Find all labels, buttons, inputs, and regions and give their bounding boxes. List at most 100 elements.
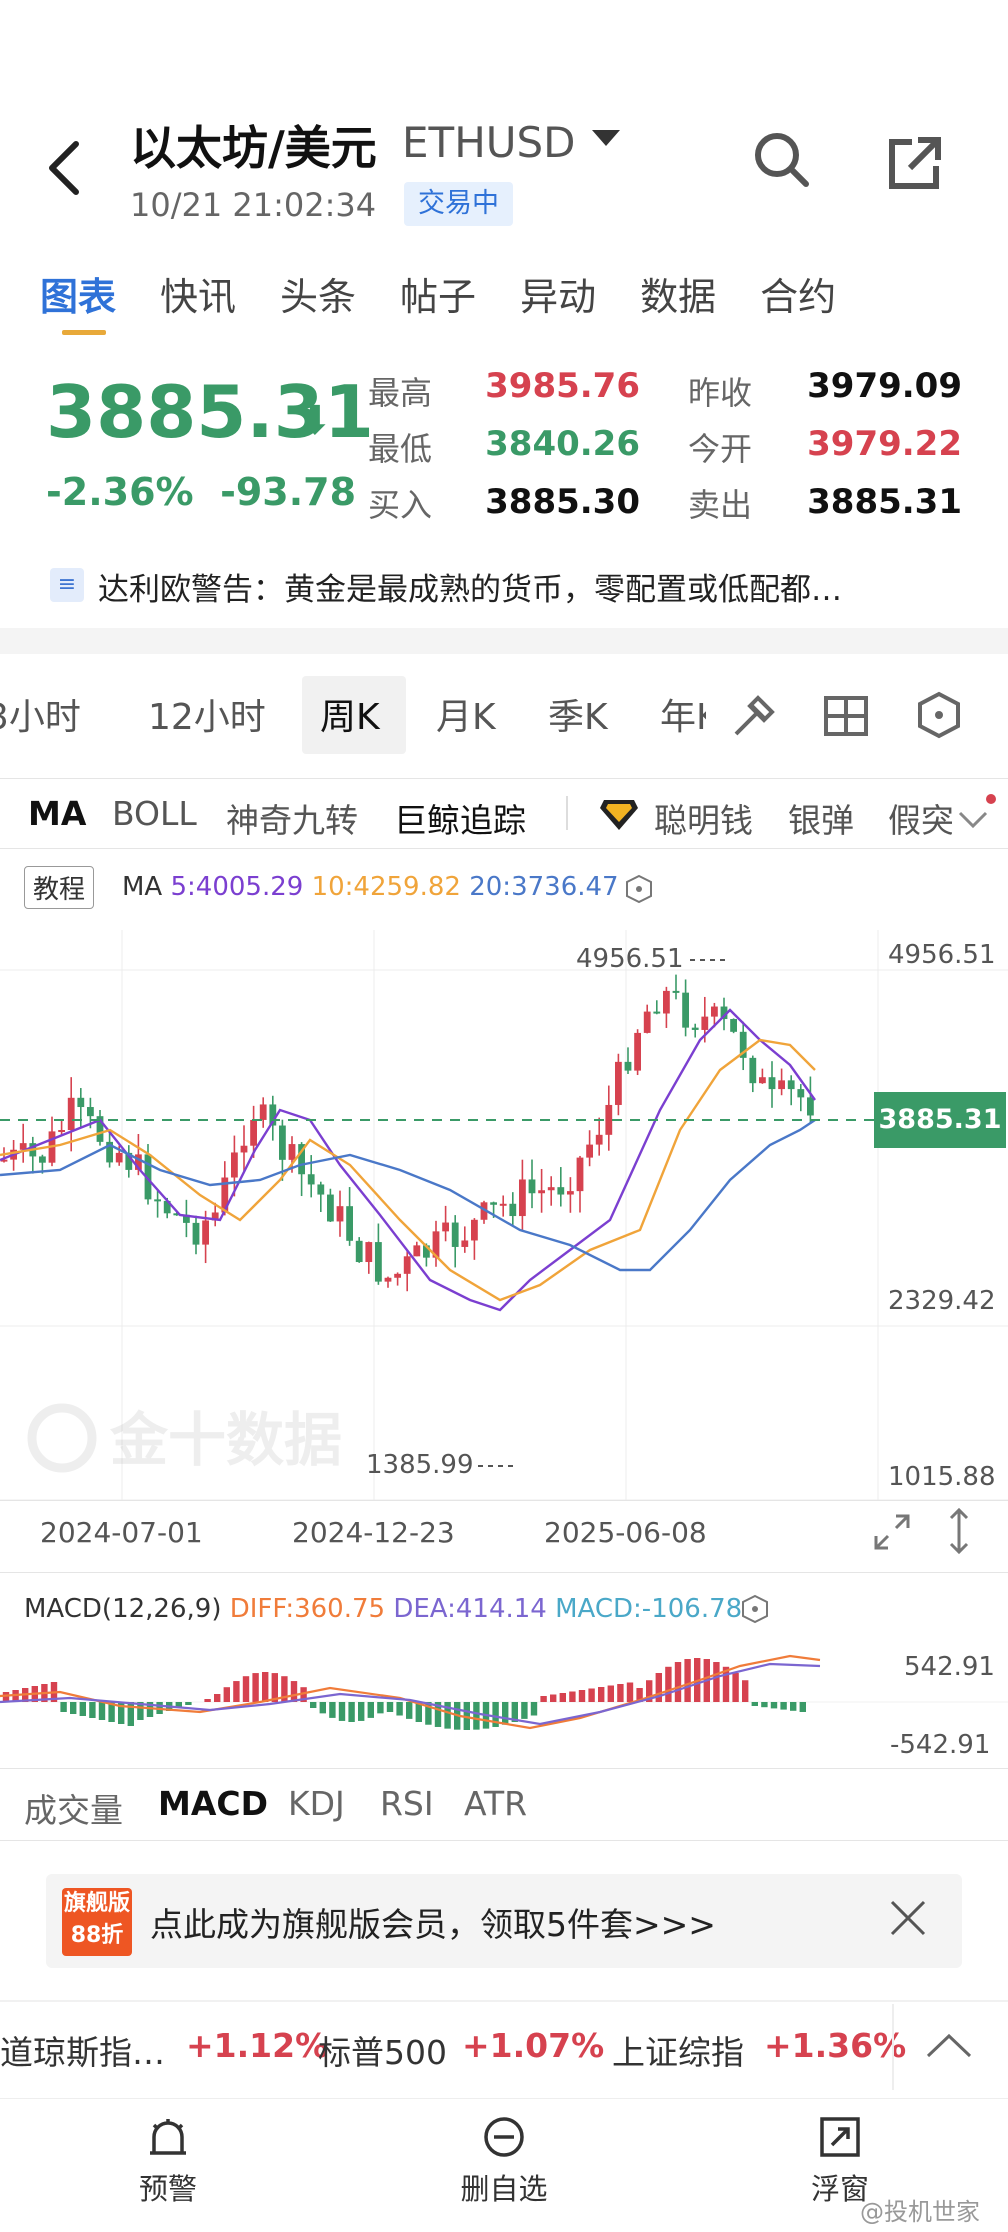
macd-bar — [214, 1694, 221, 1702]
search-icon[interactable] — [752, 130, 824, 202]
indicator-boll[interactable]: BOLL — [112, 794, 197, 833]
x-axis-date-3: 2025-06-08 — [544, 1516, 707, 1549]
period-active-bg — [302, 676, 406, 754]
high-marker-label: 4956.51 — [576, 944, 684, 974]
macd-bar — [674, 1662, 682, 1702]
fullscreen-icon[interactable] — [870, 1510, 914, 1558]
candle-body — [365, 1242, 373, 1263]
nav-remove-watchlist[interactable]: 删自选 — [444, 2115, 564, 2208]
chevron-down-icon[interactable] — [956, 800, 990, 839]
vertical-resize-icon[interactable] — [944, 1506, 974, 1560]
macd-bar — [89, 1702, 96, 1718]
news-headline[interactable]: 达利欧警告：黄金是最成熟的货币，零配置或低配都… — [98, 572, 842, 608]
tab-flash[interactable]: 快讯 — [160, 275, 237, 319]
candle-body — [154, 1199, 161, 1202]
macd-bar — [521, 1702, 528, 1719]
ticker-dji-value: +1.12% — [186, 2026, 329, 2065]
indicator-smart-money[interactable]: 聪明钱 — [654, 801, 753, 840]
tab-posts[interactable]: 帖子 — [400, 275, 477, 319]
share-icon[interactable] — [884, 134, 956, 206]
candle-body — [250, 1119, 257, 1146]
macd-bar — [60, 1702, 67, 1712]
tab-chart[interactable]: 图表 — [40, 266, 116, 335]
macd-legend: MACD(12,26,9) DIFF:360.75 DEA:414.14 MAC… — [24, 1594, 742, 1624]
symbol-selector[interactable]: ETHUSD — [402, 118, 576, 167]
macd-bar — [79, 1702, 86, 1716]
subtab-atr[interactable]: ATR — [464, 1784, 528, 1823]
nav-alert[interactable]: 预警 — [118, 2115, 218, 2208]
promo-banner[interactable] — [46, 1874, 962, 1968]
candle-body — [663, 990, 670, 1014]
macd-bar — [559, 1693, 566, 1702]
macd-bar — [722, 1666, 730, 1702]
macd-chart[interactable] — [0, 1636, 1008, 1768]
candle-body — [461, 1240, 469, 1247]
macd-bar — [770, 1702, 778, 1709]
candle-body — [749, 1057, 757, 1084]
ticker-spx-name: 标普500 — [318, 2033, 447, 2072]
period-month[interactable]: 月K — [436, 697, 496, 738]
candle-body — [384, 1277, 392, 1282]
indicator-td9[interactable]: 神奇九转 — [226, 801, 358, 840]
grid-icon[interactable] — [822, 692, 870, 744]
macd-bar — [338, 1702, 346, 1721]
period-year[interactable]: 年K — [660, 697, 706, 738]
tab-headlines[interactable]: 头条 — [280, 275, 357, 319]
ma-name: MA — [122, 872, 163, 902]
y-axis-mid: 2329.42 — [888, 1286, 996, 1316]
candle-body — [279, 1125, 286, 1160]
tab-contracts[interactable]: 合约 — [760, 275, 837, 319]
draw-tool-icon[interactable] — [728, 690, 780, 746]
open-value: 3979.22 — [807, 424, 962, 464]
period-week[interactable]: 周K — [320, 697, 380, 738]
candle-body — [317, 1184, 325, 1195]
prev-close-label: 昨收 — [688, 374, 753, 412]
tab-data[interactable]: 数据 — [640, 275, 717, 319]
open-label: 今开 — [688, 430, 753, 468]
candle-body — [528, 1179, 536, 1194]
close-icon[interactable] — [888, 1898, 928, 1942]
indicator-separator — [566, 796, 568, 830]
period-12h[interactable]: 12小时 — [148, 697, 266, 738]
y-axis-bottom: 1015.88 — [888, 1462, 996, 1492]
candle-body — [807, 1097, 814, 1116]
tab-movers[interactable]: 异动 — [520, 275, 597, 319]
index-ticker[interactable]: 道琼斯指… +1.12% 标普500 +1.07% 上证综指 +1.36% — [0, 2026, 1008, 2076]
period-tabs: 3小时 12小时 周K 月K 季K 年K — [0, 688, 1008, 748]
promo-text[interactable]: 点此成为旗舰版会员，领取5件套>>> — [150, 1905, 716, 1944]
subtab-macd[interactable]: MACD — [158, 1784, 268, 1823]
candle-body — [77, 1097, 85, 1108]
subtab-rsi[interactable]: RSI — [380, 1784, 434, 1823]
period-3h[interactable]: 3小时 — [0, 697, 81, 738]
indicator-ma[interactable]: MA — [28, 794, 87, 833]
indicator-fake-break[interactable]: 假突 — [888, 801, 952, 840]
candle-body — [394, 1273, 401, 1278]
ticker-dji-name: 道琼斯指… — [0, 2033, 165, 2072]
candle-body — [682, 992, 689, 1028]
ask-value: 3885.31 — [807, 482, 962, 522]
subtab-kdj[interactable]: KDJ — [288, 1784, 345, 1823]
indicator-silver-bullet[interactable]: 银弹 — [788, 801, 854, 840]
macd-bar — [626, 1682, 634, 1702]
candle-body — [135, 1154, 142, 1170]
macd-bar — [665, 1666, 672, 1702]
chevron-up-icon[interactable] — [924, 2030, 974, 2064]
subtab-volume[interactable]: 成交量 — [24, 1791, 123, 1830]
period-quarter[interactable]: 季K — [548, 697, 608, 738]
indicator-whale[interactable]: 巨鲸追踪 — [394, 801, 526, 840]
candle-body — [173, 1213, 181, 1216]
bid-label: 买入 — [368, 486, 433, 524]
candlestick-chart[interactable]: 金十数据 — [0, 930, 1008, 1500]
ma-settings-icon[interactable] — [624, 874, 654, 908]
candle-body — [442, 1222, 449, 1232]
macd-settings-icon[interactable] — [740, 1594, 770, 1628]
nav-float-window[interactable]: 浮窗 — [790, 2115, 890, 2208]
back-button[interactable] — [44, 138, 84, 214]
page-title: 以太坊/美元 — [130, 121, 377, 175]
chevron-down-icon[interactable] — [592, 130, 620, 146]
tutorial-button[interactable]: 教程 — [24, 866, 95, 909]
promo-badge-bottom: 88折 — [70, 1923, 124, 1948]
macd-lines — [0, 1654, 821, 1730]
candle-body — [403, 1256, 411, 1274]
settings-hex-icon[interactable] — [914, 690, 964, 744]
